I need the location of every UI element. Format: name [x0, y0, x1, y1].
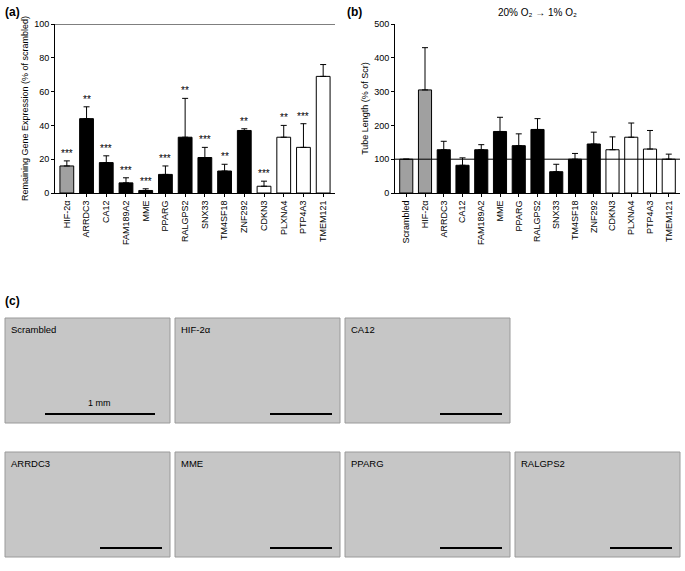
svg-text:CDKN3: CDKN3 [259, 201, 269, 232]
svg-text:HIF-2α: HIF-2α [420, 201, 430, 229]
svg-text:Scrambled: Scrambled [401, 201, 411, 244]
svg-text:***: *** [61, 148, 73, 159]
svg-text:200: 200 [374, 121, 389, 131]
svg-text:***: *** [258, 168, 270, 179]
svg-text:***: *** [120, 165, 132, 176]
svg-text:RALGPS2: RALGPS2 [532, 201, 542, 243]
svg-text:(a): (a) [5, 5, 20, 19]
svg-text:CA12: CA12 [351, 324, 375, 335]
svg-text:ARRDC3: ARRDC3 [11, 458, 50, 469]
svg-text:ZNF292: ZNF292 [239, 201, 249, 234]
svg-text:**: ** [83, 94, 91, 105]
svg-text:20% O₂ → 1% O₂: 20% O₂ → 1% O₂ [498, 7, 577, 18]
svg-text:PLXNA4: PLXNA4 [279, 201, 289, 236]
svg-text:(c): (c) [5, 294, 20, 308]
svg-text:**: ** [280, 112, 288, 123]
svg-text:CA12: CA12 [101, 201, 111, 224]
svg-text:ZNF292: ZNF292 [589, 201, 599, 234]
svg-text:Remaining Gene Expression (% o: Remaining Gene Expression (% of scramble… [20, 16, 30, 201]
svg-text:***: *** [100, 143, 112, 154]
svg-text:TM4SF18: TM4SF18 [220, 201, 230, 241]
svg-text:***: *** [159, 153, 171, 164]
svg-text:300: 300 [374, 87, 389, 97]
svg-text:***: *** [297, 111, 309, 122]
svg-text:100: 100 [34, 19, 49, 29]
svg-text:100: 100 [374, 154, 389, 164]
svg-text:**: ** [221, 151, 229, 162]
svg-text:FAM189A2: FAM189A2 [476, 201, 486, 246]
svg-text:***: *** [199, 134, 211, 145]
svg-text:80: 80 [39, 53, 49, 63]
svg-text:PTP4A3: PTP4A3 [645, 201, 655, 235]
svg-text:ARRDC3: ARRDC3 [439, 201, 449, 238]
svg-text:60: 60 [39, 87, 49, 97]
svg-text:PPARG: PPARG [160, 201, 170, 232]
svg-text:1 mm: 1 mm [88, 398, 111, 408]
svg-text:PTP4A3: PTP4A3 [298, 201, 308, 235]
svg-text:(b): (b) [347, 5, 362, 19]
svg-text:RALGPS2: RALGPS2 [180, 201, 190, 243]
svg-text:SNX33: SNX33 [551, 201, 561, 230]
svg-text:HIF-2α: HIF-2α [62, 201, 72, 229]
svg-text:HIF-2α: HIF-2α [181, 324, 211, 335]
svg-text:40: 40 [39, 121, 49, 131]
svg-text:Scrambled: Scrambled [11, 324, 56, 335]
svg-text:SNX33: SNX33 [200, 201, 210, 230]
svg-text:RALGPS2: RALGPS2 [521, 458, 565, 469]
svg-text:PPARG: PPARG [514, 201, 524, 232]
svg-text:TMEM121: TMEM121 [664, 201, 674, 243]
svg-text:MME: MME [181, 458, 203, 469]
svg-text:TMEM121: TMEM121 [318, 201, 328, 243]
svg-text:CA12: CA12 [457, 201, 467, 224]
svg-text:MME: MME [495, 201, 505, 222]
svg-text:500: 500 [374, 19, 389, 29]
svg-text:PPARG: PPARG [351, 458, 384, 469]
svg-text:400: 400 [374, 53, 389, 63]
svg-text:CDKN3: CDKN3 [607, 201, 617, 232]
svg-text:**: ** [240, 116, 248, 127]
svg-text:PLXNA4: PLXNA4 [626, 201, 636, 236]
svg-text:MME: MME [141, 201, 151, 222]
svg-text:0: 0 [44, 188, 49, 198]
svg-text:FAM189A2: FAM189A2 [121, 201, 131, 246]
svg-text:**: ** [181, 85, 189, 96]
svg-text:0: 0 [384, 188, 389, 198]
svg-text:***: *** [140, 176, 152, 187]
svg-text:Tube Length (% of Scr): Tube Length (% of Scr) [360, 62, 370, 155]
svg-text:20: 20 [39, 154, 49, 164]
svg-text:ARRDC3: ARRDC3 [81, 201, 91, 238]
svg-text:TM4SF18: TM4SF18 [570, 201, 580, 241]
